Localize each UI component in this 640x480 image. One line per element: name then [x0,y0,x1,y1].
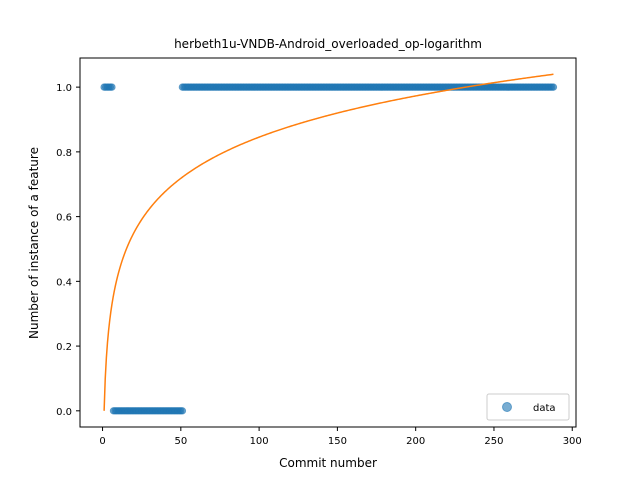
y-tick-label: 0.8 [56,148,72,159]
y-tick-label: 1.0 [56,83,72,94]
y-axis-label: Number of instance of a feature [27,147,41,339]
x-axis-label: Commit number [279,456,377,470]
legend: data [486,393,570,421]
fit-line [103,73,554,411]
x-tick-label: 150 [328,436,347,447]
legend-box [486,393,570,421]
x-tick-label: 250 [484,436,503,447]
legend-label-data: data [533,403,556,414]
y-tick-label: 0.2 [56,342,72,353]
plot-frame [79,57,577,428]
x-tick-label: 200 [406,436,425,447]
data-point [549,83,558,91]
y-tick-label: 0.6 [56,213,72,224]
y-tick-label: 0.0 [56,407,72,418]
data-point [108,83,116,91]
chart-title: herbeth1u-VNDB-Android_overloaded_op-log… [174,37,482,51]
x-tick-label: 0 [99,436,105,447]
y-tick-label: 0.4 [56,277,72,288]
legend-marker-data [502,402,512,412]
plot-area [79,57,577,428]
data-point [178,407,187,415]
y-axis: 0.0 0.2 0.4 0.6 0.8 1.0 [56,83,80,418]
x-tick-label: 100 [250,436,269,447]
data-points [100,83,558,415]
x-tick-label: 50 [174,436,187,447]
x-tick-label: 300 [563,436,582,447]
x-axis: 0 50 100 150 200 250 300 [99,427,582,447]
